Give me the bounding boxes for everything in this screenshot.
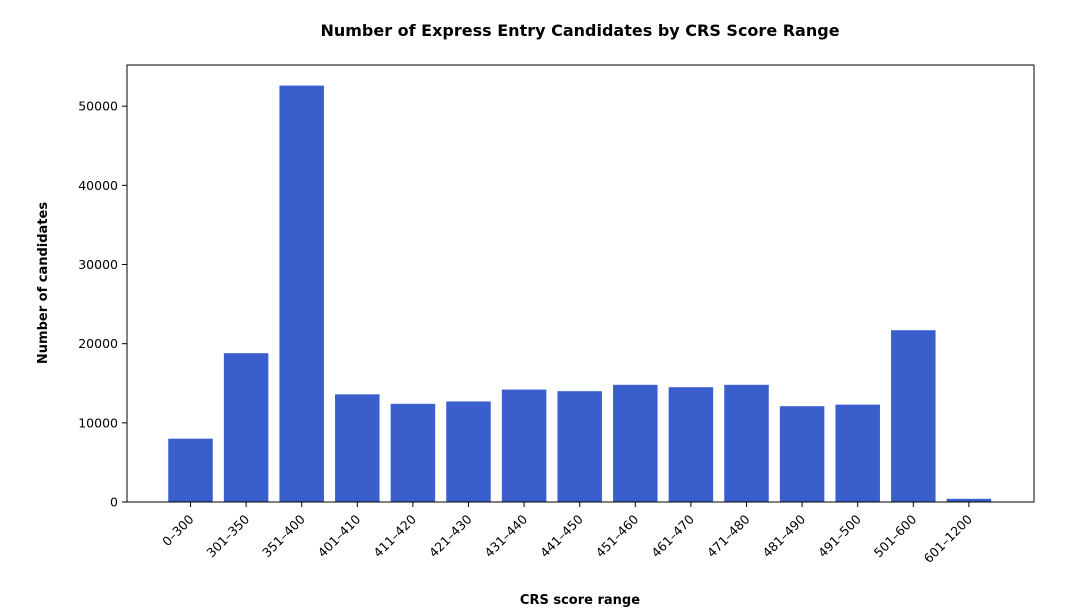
x-tick-label: 601–1200 — [921, 511, 975, 565]
x-tick-label: 0–300 — [159, 511, 197, 549]
plot-frame — [126, 64, 1035, 503]
x-tick-label: 441–450 — [537, 511, 586, 560]
x-tick-label: 411–420 — [370, 511, 419, 560]
y-tick-label: 20000 — [78, 336, 118, 351]
bar-451–460 — [613, 384, 658, 502]
x-tick-label: 471–480 — [704, 511, 753, 560]
x-axis-ticks: 0–300 301–350 351–400 401–410 411–420 421–430… — [159, 502, 975, 566]
bar-471–480 — [724, 384, 769, 502]
y-tick-label: 0 — [110, 495, 118, 510]
y-axis-label: Number of candidates — [36, 202, 51, 364]
bar-601–1200 — [946, 498, 992, 502]
x-tick-label: 351–400 — [259, 511, 308, 560]
x-tick-label: 451–460 — [593, 511, 642, 560]
bar-461–470 — [668, 387, 714, 502]
x-tick-label: 421–430 — [426, 511, 475, 560]
y-tick-label: 50000 — [78, 99, 118, 114]
bar-411–420 — [390, 403, 436, 502]
x-tick-label: 431–440 — [481, 511, 530, 560]
x-tick-label: 401–410 — [315, 511, 364, 560]
bar-491–500 — [835, 404, 880, 503]
y-axis-ticks: 0 10000 20000 30000 40000 50000 — [78, 99, 127, 510]
bar-441–450 — [557, 391, 602, 502]
bar-351–400 — [279, 85, 324, 502]
chart-title: Number of Express Entry Candidates by CR… — [320, 21, 839, 40]
y-tick-label: 30000 — [78, 257, 118, 272]
bar-421–430 — [446, 401, 491, 502]
x-tick-label: 461–470 — [648, 511, 697, 560]
bar-501–600 — [891, 330, 936, 502]
bar-group — [168, 85, 992, 503]
y-tick-label: 40000 — [78, 178, 118, 193]
x-tick-label: 491–500 — [815, 511, 864, 560]
x-axis-label: CRS score range — [520, 593, 640, 608]
x-tick-label: 501–600 — [871, 511, 920, 560]
bar-431–440 — [501, 389, 547, 502]
bar-401–410 — [335, 394, 380, 502]
x-tick-label: 301–350 — [203, 511, 252, 560]
x-tick-label: 481–490 — [759, 511, 808, 560]
bar-481–490 — [779, 406, 825, 502]
y-tick-label: 10000 — [78, 415, 118, 430]
bar-0–300 — [168, 438, 213, 502]
bar-301–350 — [223, 353, 269, 502]
